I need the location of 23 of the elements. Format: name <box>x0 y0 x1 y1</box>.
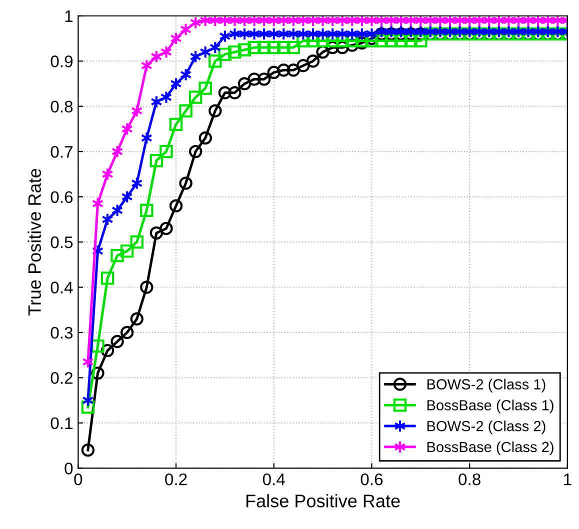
y-tick-label: 0.1 <box>50 417 72 430</box>
x-tick-label: 0 <box>74 473 82 486</box>
y-tick-label: 0 <box>64 462 73 474</box>
x-tick-label: 0.4 <box>262 473 285 486</box>
y-tick-label: 0.2 <box>50 372 72 384</box>
x-tick-label: 0.8 <box>458 473 480 486</box>
legend-label: BossBase (Class 1) <box>427 400 554 414</box>
y-tick-label: 0.7 <box>50 146 72 158</box>
y-tick-label: 0.3 <box>50 326 73 339</box>
x-tick-label: 0.2 <box>165 473 187 486</box>
y-axis-title: True Positive Rate <box>28 168 42 316</box>
y-tick-label: 0.5 <box>50 236 73 248</box>
legend-label: BOWS-2 (Class 1) <box>427 378 546 392</box>
y-tick-label: 0.4 <box>50 282 73 294</box>
x-tick-label: 1 <box>564 474 572 486</box>
x-axis-title: False Positive Rate <box>246 494 400 508</box>
y-tick-label: 0.6 <box>50 191 73 203</box>
legend-label: BOWS-2 (Class 2) <box>427 420 546 434</box>
x-tick-label: 0.6 <box>360 473 383 486</box>
y-tick-label: 0.8 <box>50 100 73 113</box>
legend-label: BossBase (Class 2) <box>427 441 554 456</box>
y-tick-label: 0.9 <box>50 56 73 68</box>
y-tick-label: 1 <box>65 10 72 22</box>
